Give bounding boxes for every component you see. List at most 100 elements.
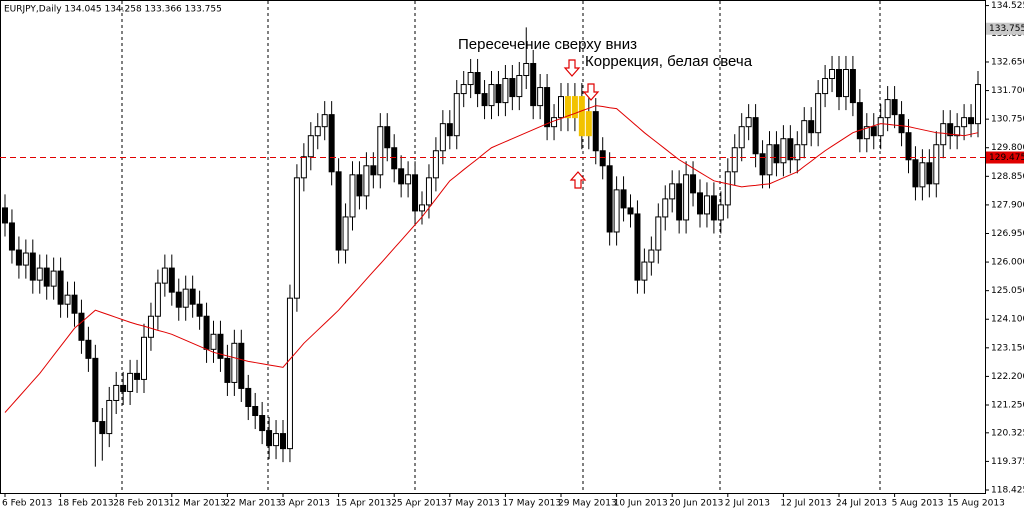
candle-body [29,252,36,281]
y-tick-label: 125.050 [991,286,1024,296]
candle-body [432,150,439,179]
y-tick-label: 128.850 [991,172,1024,182]
annotation: Пересечение сверху вниз [458,36,637,53]
candle-body [564,96,571,119]
candle-body [50,270,57,287]
x-tick-label: 12 Mar 2013 [169,499,226,509]
y-tick-label: 132.650 [991,57,1024,67]
candle-body [231,342,238,383]
candle-body [64,294,71,305]
candle-body [738,126,745,149]
candle-body [620,189,627,209]
candle-body [877,117,884,137]
candle-body [425,177,432,206]
candle-body [8,222,15,251]
candle-body [592,111,599,152]
candle-body [530,62,537,107]
y-tick-label: 123.150 [991,343,1024,353]
y-tick-label: 127.900 [991,200,1024,210]
candle-body [537,87,544,107]
candle-body [780,138,787,164]
candle-body [168,267,175,293]
y-tick-label: 129.800 [991,143,1024,153]
candle-body [154,282,161,317]
price-label: 129.475 [989,153,1024,163]
y-tick-label: 131.700 [991,86,1024,96]
candle-body [856,102,863,140]
chart-header: EURJPY,Daily 134.045 134.258 133.366 133… [4,5,222,15]
candle-body [884,99,891,119]
candle-body [342,216,349,251]
candle-body [453,93,460,137]
candle-body [481,93,488,107]
candle-body [134,372,141,380]
candle-body [71,294,78,314]
candle-body [384,126,391,149]
candle-body [717,204,724,221]
candle-body [106,399,113,435]
candle-body [947,123,954,137]
candle-body [940,123,947,146]
y-tick-label: 121.250 [991,400,1024,410]
y-tick-label: 119.375 [991,457,1024,467]
candle-body [815,93,822,134]
x-tick-label: 7 May 2013 [447,499,500,509]
candle-body [787,138,794,161]
y-tick-label: 122.200 [991,372,1024,382]
candle-body [36,267,43,281]
y-tick-label: 126.950 [991,229,1024,239]
x-tick-label: 29 May 2013 [558,499,617,509]
candle-body [182,288,189,308]
x-tick-label: 5 Aug 2013 [892,499,944,509]
candle-body [245,387,252,407]
candle-body [571,96,578,119]
candle-body [161,267,168,284]
candle-body [321,114,328,128]
candle-body [224,357,231,383]
candle-body [766,144,773,176]
y-tick-label: 134.525 [991,1,1024,11]
candle-body [842,69,849,98]
candle-body [794,144,801,161]
candle-body [189,288,196,305]
candle-body [300,156,307,179]
candle-body [175,291,182,308]
x-tick-label: 10 Jun 2013 [614,499,668,509]
candle-body [92,357,99,423]
price-label: 133.755 [989,24,1024,34]
x-tick-label: 25 Apr 2013 [391,499,447,509]
candle-body [120,384,127,392]
candle-body [849,69,856,104]
candle-body [703,195,710,215]
candle-body [495,84,502,104]
period-separators [121,1,881,493]
candle-body [634,213,641,281]
candle-body [314,126,321,137]
candle-body [773,144,780,164]
candle-body [655,216,662,251]
candle-body [523,62,530,77]
candle-body [641,261,648,281]
candle-body [15,249,22,266]
candle-body [933,144,940,185]
candle-body [22,252,29,266]
candle-body [238,342,245,389]
candle-body [78,312,85,341]
candle-body [147,315,154,338]
candle-body [710,195,717,221]
candle-body [307,135,314,158]
candle-body [502,78,509,104]
y-tick-label: 124.100 [991,315,1024,325]
candle-body [412,174,419,212]
candle-body [613,189,620,233]
candle-body [203,315,210,350]
candle-body [578,96,585,137]
candle-body [363,165,370,197]
x-tick-label: 24 Jul 2013 [836,499,887,509]
candle-body [891,99,898,116]
candle-body [398,168,405,185]
candle-body [273,433,280,447]
candle-body [446,123,453,137]
x-tick-label: 28 Feb 2013 [113,499,169,509]
candle-body [544,87,551,128]
